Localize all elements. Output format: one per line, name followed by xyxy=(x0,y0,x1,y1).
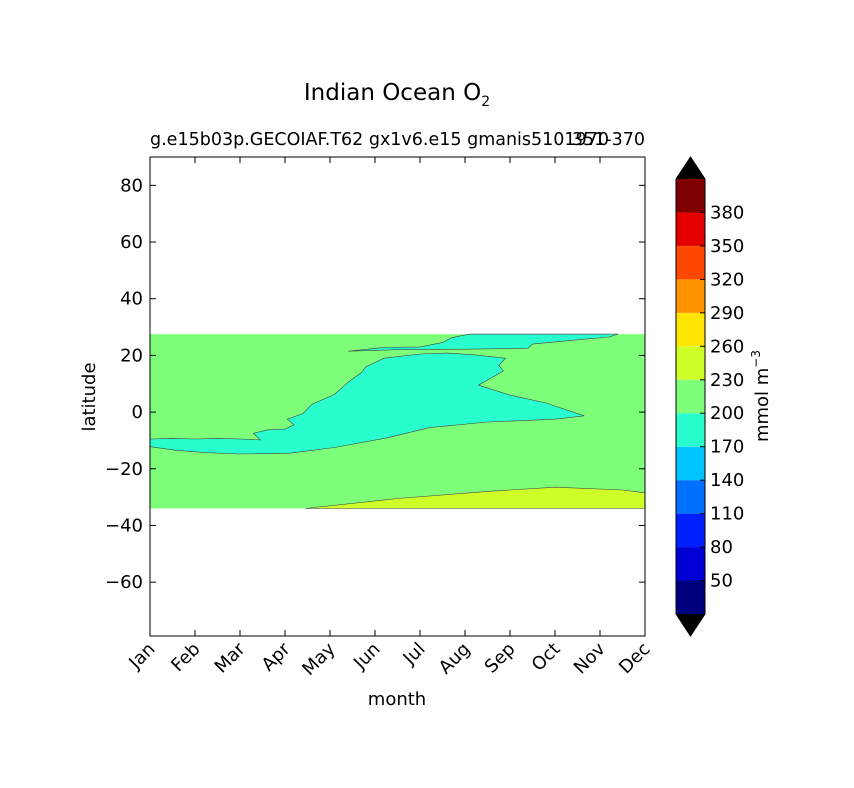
colorbar-tick-label: 110 xyxy=(710,504,744,525)
colorbar-label: mmol m−3 xyxy=(749,350,773,442)
colorbar-segment xyxy=(676,446,705,481)
x-tick-label: Nov xyxy=(570,638,610,678)
colorbar-segment xyxy=(676,480,705,514)
colorbar-segment xyxy=(676,245,705,280)
colorbar-segment xyxy=(676,379,705,414)
colorbar-segment xyxy=(676,513,705,548)
colorbar-segment xyxy=(676,212,705,246)
y-tick-label: 40 xyxy=(120,289,143,310)
colorbar-tick-label: 380 xyxy=(710,202,744,223)
x-tick-label: Sep xyxy=(481,639,520,678)
colorbar-label-superscript: −3 xyxy=(749,350,763,368)
subtitle-left: g.e15b03p.GECOIAF.T62 gx1v6.e15 gmanis51… xyxy=(150,130,609,150)
chart-title-subscript: 2 xyxy=(481,94,490,110)
y-tick-label: −20 xyxy=(105,459,143,480)
colorbar-tick-label: 350 xyxy=(710,236,744,257)
y-tick-label: −60 xyxy=(105,572,143,593)
colorbar-segment xyxy=(676,346,705,380)
x-axis-label: month xyxy=(368,689,426,710)
colorbar-tick-label: 200 xyxy=(710,403,744,424)
colorbar-extend-high xyxy=(676,157,705,179)
y-tick-label: 60 xyxy=(120,232,143,253)
colorbar-tick-label: 50 xyxy=(710,571,733,592)
y-tick-label: 80 xyxy=(120,175,143,196)
colorbar-tick-label: 140 xyxy=(710,470,744,491)
x-tick-label: Aug xyxy=(435,639,475,679)
x-tick-label: Apr xyxy=(258,638,295,675)
colorbar-tick-label: 260 xyxy=(710,336,744,357)
x-tick-label: Jun xyxy=(349,639,384,674)
colorbar-segment xyxy=(676,547,705,581)
plot-frame xyxy=(149,156,646,637)
y-tick-label: 0 xyxy=(132,402,143,423)
contour-region-1 xyxy=(347,333,619,352)
colorbar-segment xyxy=(676,179,705,213)
x-tick-label: Dec xyxy=(615,639,654,678)
x-tick-label: Oct xyxy=(528,639,565,676)
x-tick-label: Jul xyxy=(399,639,430,670)
plot-regions xyxy=(150,333,645,509)
colorbar-segment xyxy=(676,279,705,313)
x-tick-label: Feb xyxy=(167,639,204,676)
colorbar-tick-label: 170 xyxy=(710,437,744,458)
colorbar-frame xyxy=(675,156,706,637)
colorbar: 50 80 110 140 170 200 230 260 290 320 350 380 xyxy=(675,156,744,637)
contour-region-2 xyxy=(305,486,645,509)
x-tick-label: Mar xyxy=(211,638,250,677)
x-tick-label: May xyxy=(298,638,339,679)
colorbar-tick-label: 290 xyxy=(710,303,744,324)
colorbar-extend-low xyxy=(676,614,705,636)
y-tick-label: 20 xyxy=(120,345,143,366)
chart-title-text: Indian Ocean O xyxy=(304,80,481,106)
colorbar-label-text: mmol m xyxy=(752,368,773,442)
colorbar-segment xyxy=(676,580,705,614)
subtitle-right: 351-370 xyxy=(572,130,645,150)
x-tick-label: Jan xyxy=(124,639,159,674)
y-axis: 80 60 40 20 0 −20 −40 −60 xyxy=(105,175,645,593)
y-tick-label: −40 xyxy=(105,515,143,536)
colorbar-segment xyxy=(676,413,705,447)
chart-title: Indian Ocean O2 xyxy=(304,80,490,110)
contour-region-0 xyxy=(150,352,585,455)
colorbar-tick-label: 320 xyxy=(710,269,744,290)
colorbar-tick-label: 230 xyxy=(710,370,744,391)
colorbar-segment xyxy=(676,312,705,347)
colorbar-tick-label: 80 xyxy=(710,537,733,558)
y-axis-label: latitude xyxy=(79,362,100,431)
